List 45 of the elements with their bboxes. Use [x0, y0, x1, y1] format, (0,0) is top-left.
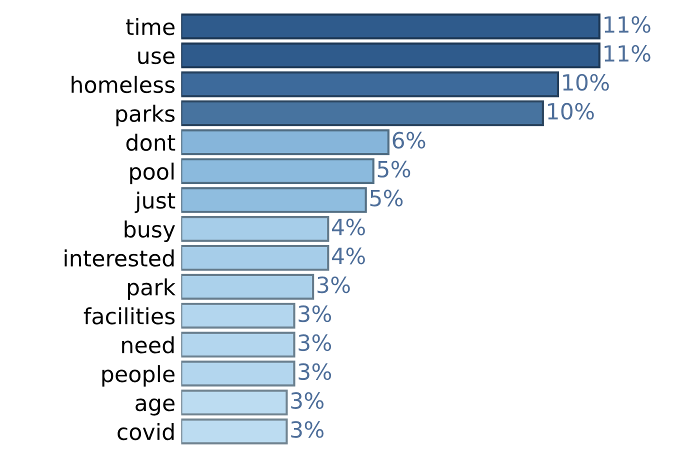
data-label: 3% — [298, 334, 332, 352]
data-label: 3% — [298, 305, 332, 322]
data-label: 11% — [604, 16, 650, 33]
y-tick-label: time — [126, 18, 174, 36]
bar — [181, 158, 374, 184]
data-label: 3% — [318, 276, 350, 294]
y-tick-label: age — [136, 398, 174, 416]
data-label: 3% — [298, 363, 332, 380]
data-label: 10% — [548, 102, 594, 120]
bar — [181, 100, 544, 126]
data-label: 5% — [378, 160, 410, 178]
data-label: 10% — [563, 74, 609, 91]
bar — [181, 71, 560, 98]
data-label: 3% — [291, 421, 324, 438]
data-label: 5% — [370, 190, 403, 206]
y-tick-label: covid — [118, 422, 174, 440]
data-label: 11% — [604, 45, 650, 62]
bar — [181, 129, 390, 156]
bar — [181, 216, 330, 242]
y-tick-label: busy — [124, 220, 175, 242]
y-tick-label: people — [102, 365, 174, 387]
y-tick-label: interested — [64, 249, 174, 267]
y-tick-label: facilities — [84, 307, 175, 324]
bar — [181, 42, 600, 68]
bar — [181, 418, 288, 444]
data-label: 4% — [332, 218, 365, 236]
bar — [181, 274, 314, 300]
y-tick-label: homeless — [72, 76, 175, 94]
y-tick-label: just — [134, 192, 176, 214]
y-tick-label: parks — [116, 104, 175, 126]
bar — [181, 332, 296, 358]
data-label: 4% — [332, 248, 365, 264]
bar — [181, 390, 288, 416]
y-tick-label: pool — [130, 162, 174, 184]
bar — [181, 187, 367, 213]
bar — [181, 360, 296, 386]
y-tick-label: use — [138, 51, 174, 64]
y-tick-label: park — [128, 278, 176, 300]
bar — [181, 14, 600, 40]
y-tick-label: need — [122, 336, 174, 354]
y-tick-label: dont — [126, 134, 176, 151]
data-label: 6% — [392, 132, 426, 149]
data-label: 3% — [291, 392, 324, 409]
bar — [181, 244, 330, 271]
bar — [181, 302, 296, 329]
